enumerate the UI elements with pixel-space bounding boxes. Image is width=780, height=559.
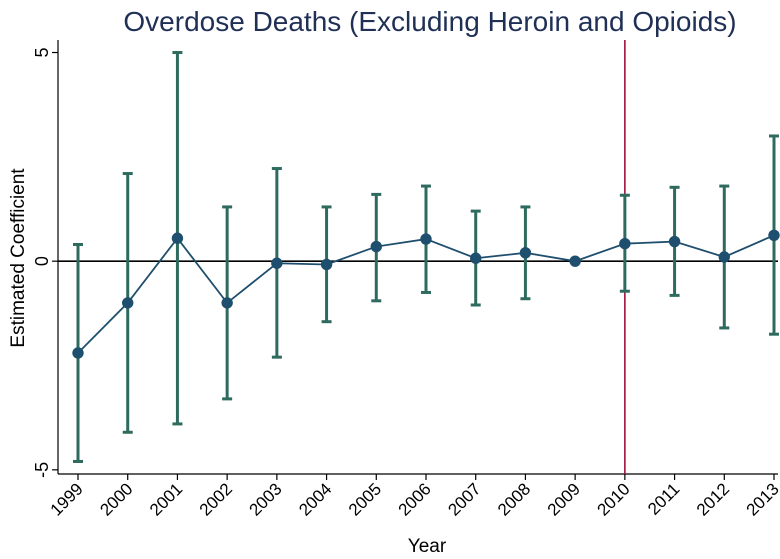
x-tick-label: 2001: [146, 479, 186, 519]
data-point: [519, 247, 532, 259]
x-tick-label: 2011: [644, 479, 683, 518]
y-tick-label: 5: [32, 48, 52, 58]
x-tick-label: 1999: [47, 479, 87, 519]
x-axis-label: Year: [408, 536, 447, 557]
data-point: [768, 229, 780, 242]
data-point: [370, 240, 382, 253]
data-point: [619, 237, 631, 250]
x-tick-label: 2005: [345, 479, 385, 519]
data-point: [221, 297, 233, 309]
data-point: [320, 258, 333, 271]
data-point: [171, 232, 184, 244]
x-tick-label: 2009: [544, 479, 584, 519]
x-tick-label: 2004: [295, 479, 335, 519]
chart-title: Overdose Deaths (Excluding Heroin and Op…: [123, 6, 736, 37]
data-point: [470, 252, 482, 264]
data-point: [271, 257, 283, 269]
x-tick-label: 2010: [594, 479, 634, 519]
y-axis-label: Estimated Coefficient: [8, 168, 29, 348]
plot-area: -5 0 5 1999 2000 2001 2002 2003 2004 2005 2006 2007…: [32, 40, 780, 520]
data-point: [718, 251, 730, 263]
data-point: [72, 347, 84, 359]
x-tick-label: 2006: [395, 479, 435, 519]
y-tick-label: 0: [32, 256, 52, 266]
y-tick-label: -5: [32, 462, 52, 478]
x-tick-label: 2003: [246, 479, 286, 519]
data-point: [569, 255, 581, 267]
x-tick-label: 2013: [743, 479, 780, 519]
data-point: [420, 233, 432, 245]
x-tick-label: 2007: [444, 479, 484, 519]
x-tick-label: 2012: [693, 479, 733, 519]
x-tick-label: 2008: [494, 479, 534, 519]
x-tick-label: 2002: [196, 479, 236, 519]
x-tick-label: 2000: [96, 479, 136, 519]
data-point: [122, 297, 134, 309]
data-point: [668, 235, 681, 248]
